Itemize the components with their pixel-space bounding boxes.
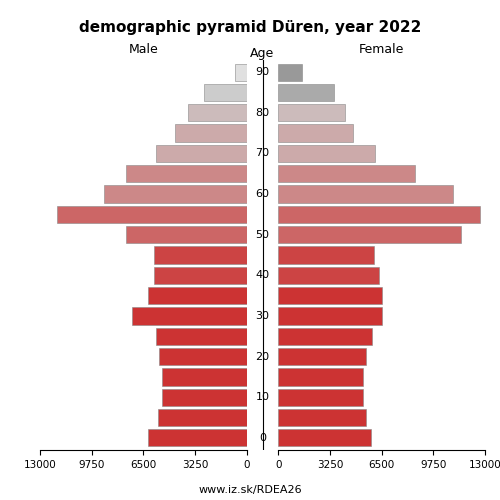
Bar (162, 388, 246, 406)
Bar (278, 348, 366, 365)
Bar (162, 368, 246, 386)
Text: 40: 40 (256, 270, 270, 280)
Bar (278, 124, 353, 142)
Text: Age: Age (250, 47, 274, 60)
Bar (278, 429, 370, 446)
Bar (156, 145, 246, 162)
Bar (58, 206, 246, 223)
Bar (278, 64, 302, 81)
Bar (159, 348, 246, 365)
Text: 90: 90 (256, 67, 270, 77)
Bar (188, 104, 246, 122)
Bar (132, 308, 246, 324)
Bar (154, 246, 246, 264)
Text: Male: Male (128, 43, 158, 56)
Bar (156, 328, 246, 345)
Bar (148, 429, 246, 446)
Bar (278, 409, 366, 426)
Bar (278, 287, 382, 304)
Text: 60: 60 (256, 189, 270, 199)
Text: 20: 20 (256, 352, 270, 362)
Bar (278, 206, 480, 223)
Bar (278, 165, 415, 182)
Text: 70: 70 (256, 148, 270, 158)
Bar (175, 124, 246, 142)
Text: 80: 80 (256, 108, 270, 118)
Text: 10: 10 (256, 392, 270, 402)
Bar (278, 388, 362, 406)
Bar (278, 308, 382, 324)
Bar (278, 226, 461, 244)
Bar (126, 165, 246, 182)
Bar (148, 287, 246, 304)
Text: 0: 0 (259, 433, 266, 443)
Bar (278, 145, 376, 162)
Bar (278, 266, 378, 284)
Bar (236, 64, 246, 81)
Text: Female: Female (359, 43, 405, 56)
Text: www.iz.sk/RDEA26: www.iz.sk/RDEA26 (198, 485, 302, 495)
Bar (278, 246, 374, 264)
Bar (278, 368, 362, 386)
Bar (278, 186, 453, 202)
Bar (158, 409, 246, 426)
Bar (204, 84, 246, 101)
Text: 30: 30 (256, 311, 270, 321)
Bar (104, 186, 247, 202)
Text: 50: 50 (256, 230, 270, 239)
Bar (154, 266, 246, 284)
Bar (278, 104, 345, 122)
Bar (278, 328, 372, 345)
Text: demographic pyramid Düren, year 2022: demographic pyramid Düren, year 2022 (79, 20, 421, 35)
Bar (278, 84, 334, 101)
Bar (126, 226, 246, 244)
